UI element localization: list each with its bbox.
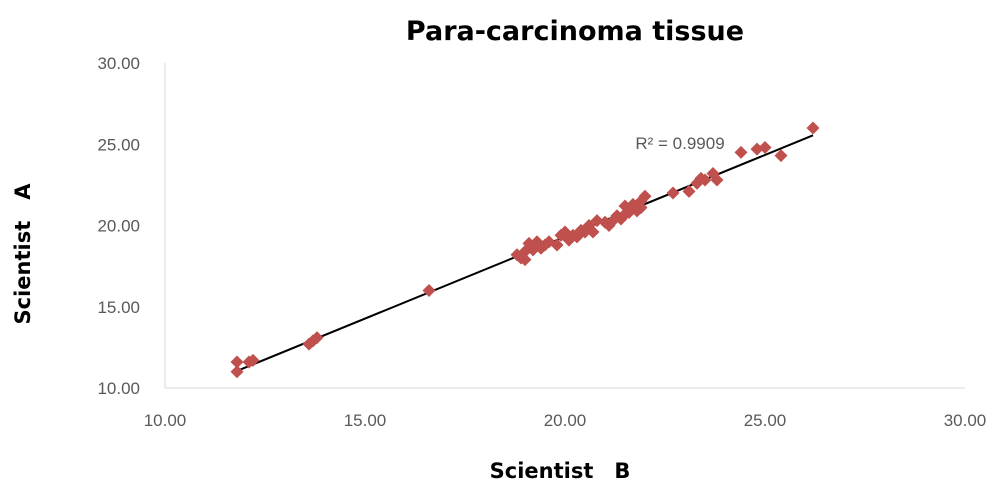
data-point bbox=[518, 253, 532, 267]
x-tick-label: 15.00 bbox=[344, 411, 387, 430]
data-point bbox=[422, 284, 436, 297]
data-point bbox=[230, 355, 244, 369]
y-tick-labels: 10.00 15.00 20.00 25.00 30.00 bbox=[97, 54, 140, 398]
x-tick-label: 10.00 bbox=[144, 411, 187, 430]
x-axis-title: Scientist B bbox=[490, 459, 631, 483]
x-tick-label: 20.00 bbox=[544, 411, 587, 430]
data-point bbox=[710, 173, 724, 187]
data-point bbox=[586, 225, 600, 239]
data-point bbox=[666, 186, 680, 200]
data-point bbox=[634, 201, 648, 215]
data-point bbox=[698, 173, 712, 187]
data-point bbox=[230, 365, 244, 379]
data-point bbox=[550, 238, 564, 252]
data-point bbox=[774, 149, 788, 163]
y-axis-title: Scientist A bbox=[11, 183, 35, 325]
y-tick-label: 10.00 bbox=[97, 379, 140, 398]
data-point bbox=[806, 121, 820, 135]
y-tick-label: 15.00 bbox=[97, 298, 140, 317]
data-point bbox=[758, 141, 772, 154]
r-squared-annotation: R² = 0.9909 bbox=[635, 134, 724, 153]
y-tick-label: 20.00 bbox=[97, 217, 140, 236]
x-tick-label: 30.00 bbox=[944, 411, 987, 430]
data-points bbox=[230, 121, 820, 379]
y-tick-label: 25.00 bbox=[97, 135, 140, 154]
data-point bbox=[682, 184, 696, 198]
data-point bbox=[310, 331, 324, 345]
y-tick-label: 30.00 bbox=[97, 54, 140, 73]
data-point bbox=[246, 353, 260, 367]
data-point bbox=[638, 189, 652, 203]
x-tick-labels: 10.00 15.00 20.00 25.00 30.00 bbox=[144, 411, 987, 430]
x-tick-label: 25.00 bbox=[744, 411, 787, 430]
chart-title: Para-carcinoma tissue bbox=[406, 16, 744, 47]
data-point bbox=[734, 145, 748, 159]
